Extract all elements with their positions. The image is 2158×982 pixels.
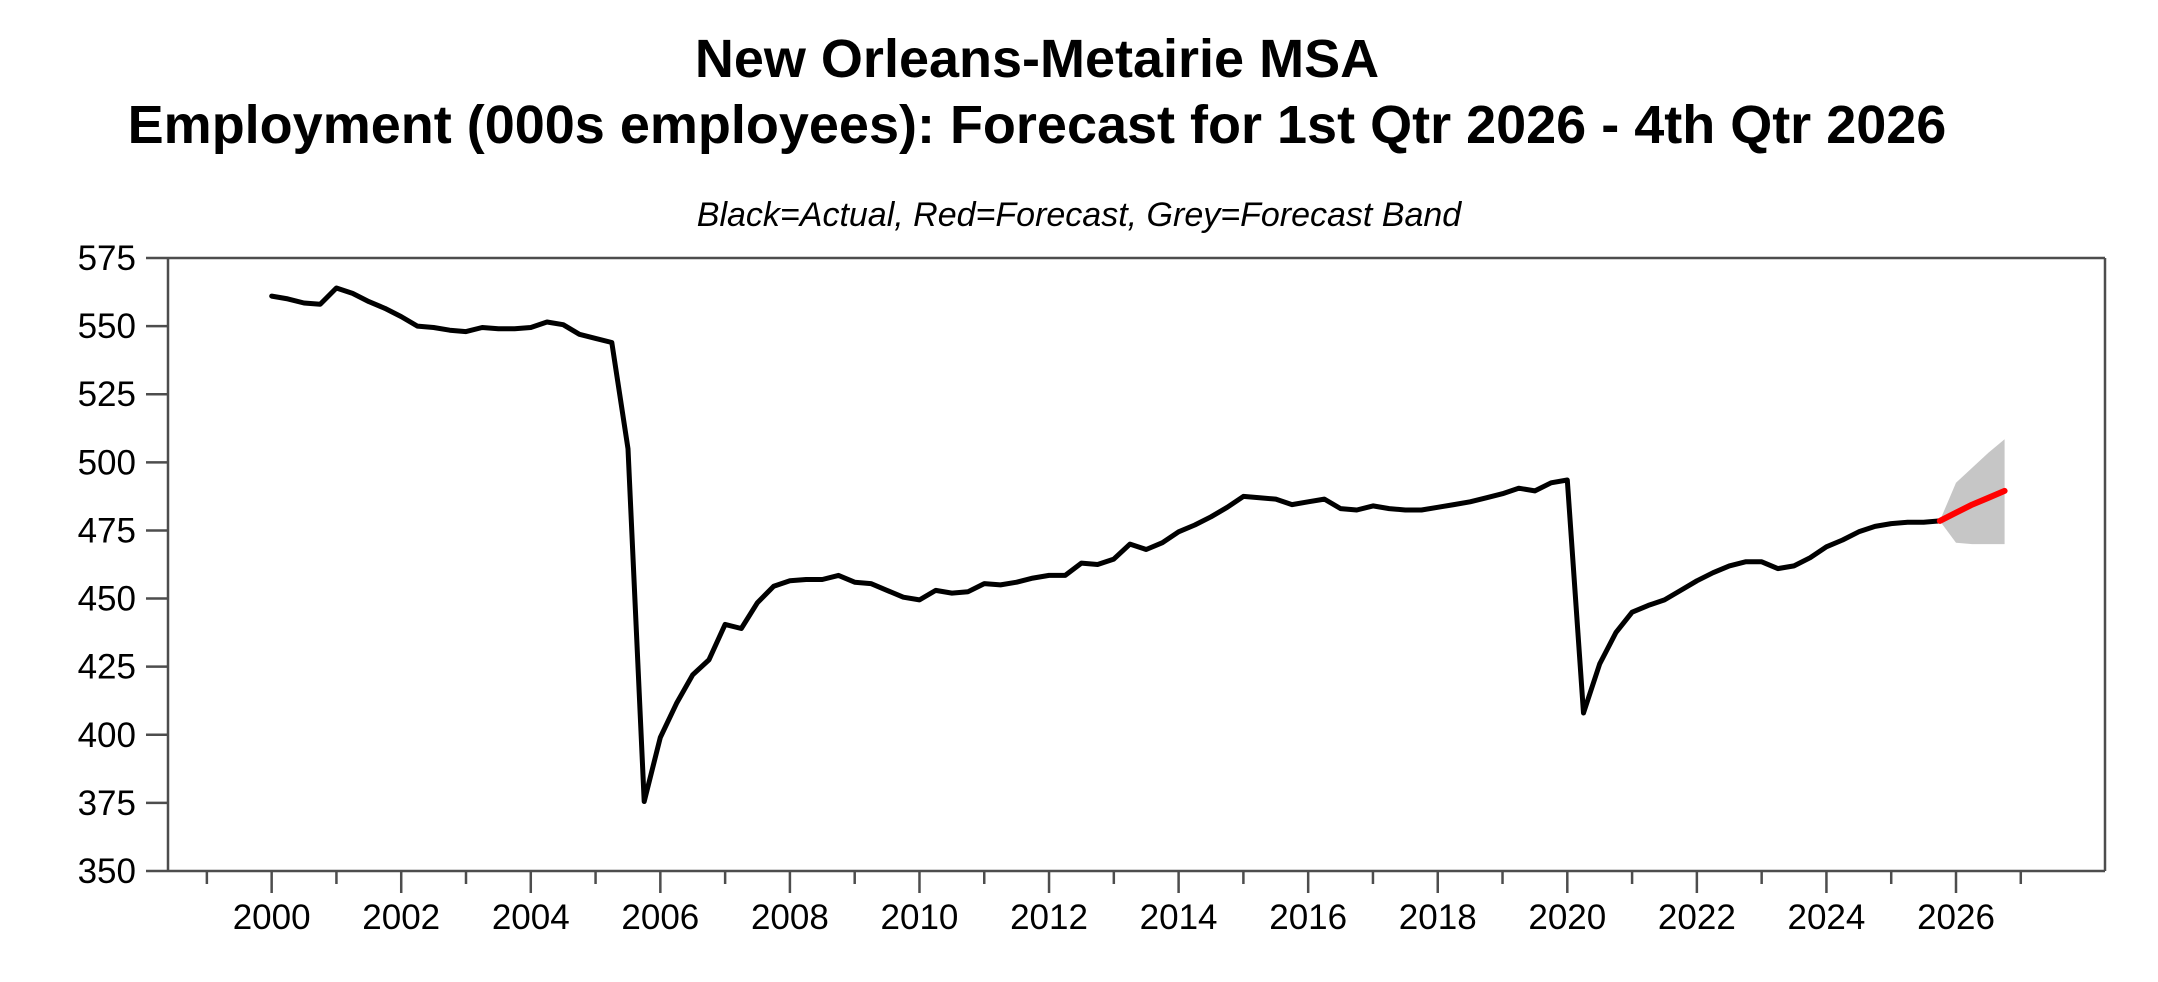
y-tick-label: 475 [78, 511, 136, 550]
axis-labels-group: 350 375 400 425 450 475 500 525 550 575 2000 2002 20… [78, 239, 1995, 937]
x-tick-label: 2000 [233, 898, 311, 937]
x-tick-label: 2014 [1140, 898, 1218, 937]
y-tick-label: 450 [78, 580, 136, 619]
x-tick-label: 2018 [1399, 898, 1477, 937]
axis-ticks-group [146, 256, 2023, 893]
y-tick-label: 525 [78, 375, 136, 414]
x-tick-label: 2016 [1269, 898, 1347, 937]
y-tick-label: 375 [78, 784, 136, 823]
chart-title-line1: New Orleans-Metairie MSA [694, 29, 1380, 89]
x-tick-label: 2008 [751, 898, 829, 937]
x-tick-label: 2006 [621, 898, 699, 937]
x-tick-label: 2012 [1010, 898, 1088, 937]
x-tick-label: 2010 [881, 898, 959, 937]
forecast-band [1939, 439, 2005, 545]
x-tick-label: 2024 [1787, 898, 1865, 937]
plot-frame [166, 256, 2107, 873]
y-tick-label: 425 [78, 648, 136, 687]
x-tick-label: 2002 [362, 898, 440, 937]
x-tick-label: 2026 [1917, 898, 1995, 937]
y-tick-label: 575 [78, 239, 136, 278]
forecast-line [1936, 487, 2008, 524]
chart-title-line2: Employment (000s employees): Forecast fo… [127, 95, 1947, 155]
y-tick-label: 400 [78, 716, 136, 755]
actual-line [269, 285, 1943, 804]
chart-title: New Orleans-Metairie MSA Employment (000… [0, 26, 2158, 158]
x-tick-label: 2022 [1658, 898, 1736, 937]
chart-legend-note: Black=Actual, Red=Forecast, Grey=Forecas… [696, 196, 1462, 234]
x-tick-label: 2020 [1528, 898, 1606, 937]
data-lines-group [269, 285, 2008, 804]
x-tick-label: 2004 [492, 898, 570, 937]
y-tick-label: 350 [78, 852, 136, 891]
y-tick-label: 500 [78, 443, 136, 482]
forecast-band-group [1939, 439, 2005, 545]
y-tick-label: 550 [78, 307, 136, 346]
